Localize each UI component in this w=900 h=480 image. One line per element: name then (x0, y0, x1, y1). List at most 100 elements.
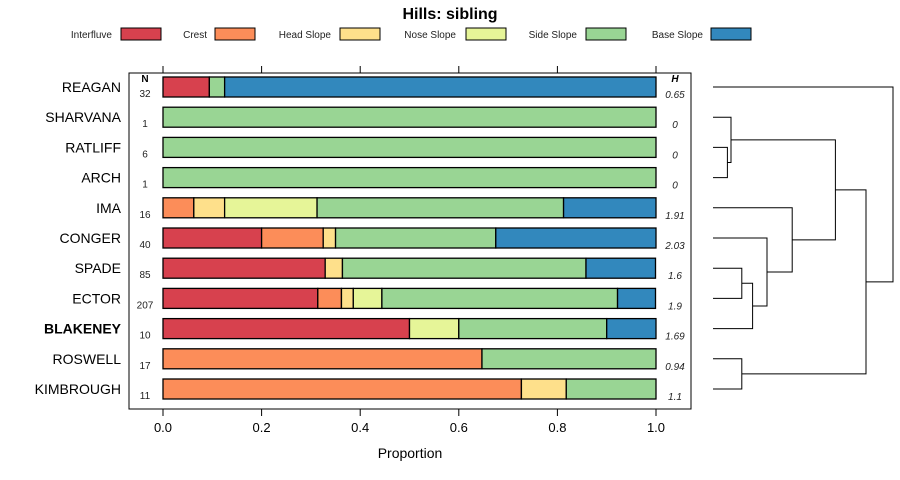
row-label: SHARVANA (45, 109, 121, 125)
dendrogram-branch (713, 146, 728, 179)
legend-label: Nose Slope (404, 30, 456, 41)
bar-row: IMA 16 1.91 (96, 197, 685, 222)
n-value: 207 (137, 300, 154, 311)
chart-title: Hills: sibling (402, 6, 497, 23)
bar-segment (565, 378, 657, 400)
row-label: REAGAN (62, 79, 121, 95)
bar-segment (223, 197, 318, 219)
bar-segment (324, 257, 344, 279)
bar-segment (193, 197, 226, 219)
bar-segment (162, 348, 483, 370)
bar-segment (162, 378, 523, 400)
bar-segment (606, 317, 657, 340)
dendrogram-branch (713, 116, 732, 163)
bar-segment (162, 317, 411, 340)
legend-label: Interfluve (71, 30, 113, 41)
bar-segment (495, 227, 657, 249)
h-column-header: H (671, 74, 679, 85)
row-label: ECTOR (72, 290, 121, 306)
h-value: 0.94 (665, 362, 685, 373)
n-value: 85 (139, 270, 151, 281)
n-value: 11 (140, 391, 151, 402)
legend: Interfluve Crest Head Slope Nose Slope Side … (71, 27, 752, 41)
bar-segment (585, 257, 657, 279)
top-axis-ticks (162, 66, 657, 73)
legend-swatch (710, 27, 752, 41)
x-tick-label: 0.4 (351, 420, 369, 435)
h-value: 0 (672, 181, 678, 192)
h-value: 1.6 (668, 271, 682, 282)
bar-row: REAGAN 32 0.65 (62, 76, 685, 101)
x-tick-label: 0.2 (253, 420, 271, 435)
legend-swatch (465, 27, 507, 41)
bar-segment (408, 317, 460, 340)
bar-segment (458, 317, 608, 340)
dendrogram-branch (713, 207, 793, 273)
h-value: 0 (672, 120, 678, 131)
legend-label: Head Slope (279, 30, 332, 41)
h-value: 2.03 (664, 241, 685, 252)
bar-segment (260, 227, 324, 249)
bar-segment (562, 197, 657, 219)
n-column-header: N (141, 74, 148, 85)
n-value: 6 (142, 149, 148, 160)
bar-segment (162, 76, 210, 98)
legend-swatch (120, 27, 162, 41)
h-value: 1.91 (665, 211, 684, 222)
legend-swatch (214, 27, 256, 41)
bar-row: SPADE 85 1.6 (75, 257, 682, 282)
h-value: 1.69 (665, 332, 685, 343)
legend-label: Crest (183, 30, 207, 41)
dendrogram-branch (713, 86, 894, 283)
x-axis-label: Proportion (378, 445, 443, 461)
bar-segment (162, 287, 319, 310)
h-value: 1.1 (668, 392, 682, 403)
bar-segment (317, 287, 343, 310)
dendrogram-branch (713, 267, 743, 299)
bar-row: ARCH 1 0 (81, 166, 678, 192)
bar-segment (208, 76, 226, 98)
row-label: SPADE (75, 260, 121, 276)
n-value: 1 (142, 119, 148, 130)
h-value: 0.65 (665, 90, 685, 101)
bar-row: ECTOR 207 1.9 (72, 287, 682, 312)
bar-segment (340, 287, 354, 310)
bar-segment (520, 378, 567, 400)
x-tick-label: 0.6 (450, 420, 468, 435)
x-tick-label: 1.0 (647, 420, 665, 435)
dendrogram-branch (731, 139, 836, 241)
row-label: KIMBROUGH (35, 381, 121, 397)
n-value: 1 (142, 180, 148, 191)
bar-segment (316, 197, 565, 219)
bar-segment (481, 348, 657, 370)
row-label: ROSWELL (53, 351, 122, 367)
h-value: 1.9 (668, 301, 682, 312)
bar-segment (162, 136, 657, 159)
bar-segment (381, 287, 619, 310)
dendrogram-branch (713, 282, 754, 330)
row-label: CONGER (60, 230, 121, 246)
bar-row: ROSWELL 17 0.94 (53, 348, 685, 373)
row-label: ARCH (81, 170, 121, 186)
row-label: RATLIFF (65, 139, 121, 155)
dendrogram-branch (741, 189, 867, 375)
n-value: 16 (139, 210, 151, 221)
dendrogram-branch (713, 358, 743, 390)
x-tick-label: 0.8 (548, 420, 566, 435)
bar-row: SHARVANA 1 0 (45, 106, 678, 131)
dendrogram-branch (713, 237, 768, 307)
x-tick-label: 0.0 (154, 420, 172, 435)
legend-label: Side Slope (529, 30, 578, 41)
n-value: 40 (139, 240, 151, 251)
legend-swatch (339, 27, 381, 41)
x-axis: 0.0 0.2 0.4 0.6 0.8 1.0 (154, 409, 665, 435)
bar-segment (223, 76, 657, 98)
dendrogram (713, 86, 894, 390)
n-value: 32 (139, 89, 151, 100)
row-label: BLAKENEY (44, 321, 122, 337)
bar-segment (616, 287, 657, 310)
plot-frame (128, 72, 692, 410)
bar-segment (162, 197, 195, 219)
bar-segment (352, 287, 383, 310)
